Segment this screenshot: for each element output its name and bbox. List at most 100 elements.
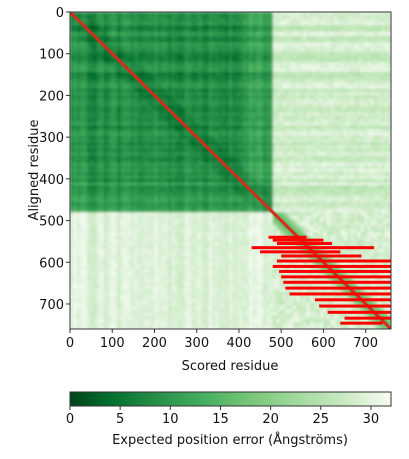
heat-cell [299, 85, 304, 90]
heat-cell [340, 162, 345, 167]
heat-cell [265, 68, 270, 73]
heat-cell [90, 25, 95, 30]
heat-cell [161, 135, 166, 140]
heat-cell [343, 22, 348, 26]
heat-cell [232, 25, 237, 30]
heat-cell [181, 128, 186, 133]
heat-cell [313, 152, 318, 157]
heat-cell [306, 62, 311, 66]
heat-cell [97, 68, 102, 73]
heat-cell [211, 42, 216, 46]
heat-cell [113, 155, 118, 160]
heat-cell [130, 45, 135, 50]
heat-cell [144, 132, 149, 137]
heat-cell [107, 118, 112, 123]
heat-cell [296, 25, 301, 30]
heat-cell [86, 168, 91, 173]
heat-cell [316, 72, 321, 76]
heat-cell [97, 118, 102, 123]
heat-cell [272, 118, 277, 123]
heat-cell [195, 55, 199, 60]
heat-cell [357, 122, 362, 127]
heat-cell [235, 45, 240, 50]
heat-cell [255, 112, 260, 117]
heat-cell [86, 52, 91, 56]
heat-cell [130, 25, 135, 30]
heat-cell [124, 142, 129, 147]
heat-cell [272, 38, 277, 43]
heat-cell [137, 72, 142, 76]
heat-cell [208, 58, 213, 63]
heat-cell [191, 82, 196, 87]
heat-cell [117, 55, 122, 60]
heat-cell [262, 52, 267, 56]
heat-cell [333, 122, 338, 127]
heat-cell [309, 35, 314, 40]
heat-cell [83, 35, 88, 40]
heat-cell [347, 172, 352, 177]
heat-cell [296, 112, 301, 117]
heat-cell [286, 42, 291, 46]
heat-cell [232, 92, 237, 97]
heat-cell [174, 32, 179, 36]
heat-cell [232, 15, 237, 20]
heat-cell [387, 35, 391, 40]
heat-cell [252, 92, 257, 97]
heat-cell [370, 182, 375, 187]
heat-cell [232, 55, 237, 60]
heat-cell [130, 105, 135, 110]
heat-cell [107, 105, 112, 110]
heat-cell [249, 105, 254, 110]
heat-cell [347, 155, 352, 160]
heat-cell [86, 75, 91, 80]
heat-cell [242, 68, 247, 73]
heat-cell [296, 158, 301, 163]
heat-cell [191, 165, 196, 170]
heat-cell [161, 42, 166, 46]
heat-cell [107, 68, 112, 73]
heat-cell [265, 122, 270, 127]
heat-cell [215, 15, 220, 20]
heat-cell [147, 138, 152, 143]
heat-cell [313, 18, 318, 23]
heat-cell [191, 168, 196, 173]
heat-cell [340, 82, 345, 87]
heat-cell [167, 65, 172, 70]
heat-cell [333, 62, 338, 66]
heat-cell [134, 85, 139, 90]
heat-cell [326, 132, 331, 137]
heat-cell [205, 172, 210, 177]
heat-cell [103, 78, 108, 83]
heat-cell [184, 148, 189, 153]
heat-cell [387, 65, 391, 70]
heat-cell [113, 28, 118, 33]
heat-cell [76, 62, 81, 66]
heat-cell [235, 118, 240, 123]
heat-cell [245, 162, 250, 167]
heat-cell [252, 175, 257, 180]
heat-cell [299, 52, 304, 56]
heat-cell [211, 92, 216, 97]
heat-cell [228, 12, 233, 16]
heat-cell [157, 145, 162, 150]
heat-cell [330, 98, 335, 103]
heat-cell [370, 58, 375, 63]
heat-cell [357, 48, 362, 53]
heat-cell [73, 172, 78, 177]
heat-cell [377, 142, 382, 147]
heat-cell [360, 162, 365, 167]
heat-cell [289, 122, 294, 127]
heat-cell [100, 115, 105, 120]
heat-cell [140, 125, 145, 130]
heat-cell [97, 175, 102, 180]
heat-cell [80, 132, 85, 137]
heat-cell [120, 165, 125, 170]
heat-cell [269, 142, 274, 147]
heat-cell [222, 138, 227, 143]
heat-cell [110, 138, 115, 143]
heat-cell [208, 158, 213, 163]
heat-cell [336, 142, 341, 147]
heat-cell [100, 158, 105, 163]
heat-cell [228, 28, 233, 33]
heat-cell [286, 72, 291, 76]
